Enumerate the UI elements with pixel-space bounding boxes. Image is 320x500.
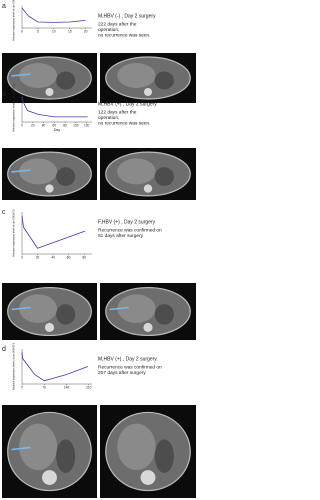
note-line: no recurrence was seen. bbox=[98, 120, 151, 126]
x-tick-label: 210 bbox=[86, 385, 92, 389]
figure: a Relative expression level of circ-00000… bbox=[2, 0, 196, 498]
note-line: operation, bbox=[98, 115, 119, 121]
x-tick-label: 140 bbox=[64, 385, 70, 389]
x-tick-label: 20 bbox=[31, 123, 35, 127]
ct-organ bbox=[19, 158, 58, 185]
x-tick-label: 20 bbox=[84, 29, 88, 33]
x-tick-label: 0 bbox=[21, 29, 23, 33]
ct-organ bbox=[19, 294, 58, 323]
panel-label: b bbox=[2, 91, 6, 98]
ct-organ bbox=[117, 294, 156, 323]
y-axis-label: Relative expression level of circ-000007… bbox=[12, 342, 16, 390]
data-line bbox=[21, 96, 88, 118]
ct-organ bbox=[154, 167, 174, 186]
ct-organ bbox=[56, 71, 76, 90]
patient-info: M,HBV (+) , Day 2 surgery. bbox=[98, 356, 158, 362]
patient-info: M,HBV (-) , Day 2 surgery bbox=[98, 13, 156, 19]
y-axis-label: Relative expression level of circ-000007… bbox=[12, 0, 16, 41]
note-line: operation, bbox=[98, 27, 119, 33]
ct-organ bbox=[117, 63, 156, 88]
x-tick-label: 5 bbox=[37, 29, 39, 33]
ct-spine bbox=[143, 184, 153, 193]
x-tick-label: 70 bbox=[42, 385, 46, 389]
y-axis-label: Relative expression level of circ-000007… bbox=[12, 209, 16, 257]
x-tick-label: 80 bbox=[63, 123, 67, 127]
ct-spine bbox=[42, 470, 57, 485]
x-tick-label: 0 bbox=[21, 255, 23, 259]
x-tick-label: 60 bbox=[67, 255, 71, 259]
note-line: 81 days after surgery bbox=[98, 233, 144, 239]
ct-organ bbox=[154, 304, 174, 325]
ct-spine bbox=[45, 184, 54, 193]
arrow bbox=[11, 446, 31, 451]
x-axis-label: Day bbox=[54, 128, 60, 132]
ct-organ bbox=[19, 423, 58, 471]
x-tick-label: 40 bbox=[42, 123, 46, 127]
x-tick-label: 20 bbox=[36, 255, 40, 259]
note-line: no recurrence was seen. bbox=[98, 32, 151, 38]
x-tick-label: 0 bbox=[21, 385, 23, 389]
ct-spine bbox=[144, 88, 152, 96]
x-tick-label: 80 bbox=[82, 255, 86, 259]
ct-spine bbox=[140, 470, 156, 485]
ct-spine bbox=[44, 322, 55, 333]
ct-organ bbox=[56, 304, 76, 325]
x-tick-label: 60 bbox=[53, 123, 57, 127]
arrow bbox=[11, 169, 31, 173]
patient-info: M,HBV (+) , Day 2 surgery bbox=[98, 101, 157, 107]
panel-label: c bbox=[2, 209, 6, 216]
ct-organ bbox=[19, 63, 58, 88]
patient-info: F,HBV (+) , Day 2 surgery bbox=[98, 219, 156, 225]
note-line: 207 days after surgery bbox=[98, 370, 146, 376]
x-tick-label: 120 bbox=[84, 123, 90, 127]
data-line bbox=[21, 352, 89, 382]
ct-organ bbox=[56, 439, 76, 473]
note-line: Recurrence was confirmed on bbox=[98, 364, 162, 370]
x-tick-label: 15 bbox=[68, 29, 72, 33]
ct-organ bbox=[117, 158, 156, 185]
ct-organ bbox=[56, 167, 76, 186]
arrow bbox=[11, 73, 31, 77]
data-line bbox=[21, 7, 86, 23]
x-tick-label: 40 bbox=[51, 255, 55, 259]
x-tick-label: 0 bbox=[21, 123, 23, 127]
x-tick-label: 10 bbox=[52, 29, 56, 33]
note-line: 122 days after the bbox=[98, 109, 137, 115]
ct-organ bbox=[154, 439, 174, 473]
y-axis-label: Relative expression level of circ-000007… bbox=[12, 84, 16, 132]
arrow bbox=[11, 306, 31, 311]
ct-organ bbox=[117, 423, 156, 471]
panel-label: d bbox=[2, 346, 6, 353]
ct-organ bbox=[154, 71, 174, 90]
x-tick-label: 100 bbox=[73, 123, 79, 127]
arrow bbox=[109, 306, 129, 311]
ct-spine bbox=[143, 322, 153, 333]
note-line: 222 days after the bbox=[98, 21, 137, 27]
note-line: Recurrence was confirmed on bbox=[98, 227, 162, 233]
ct-spine bbox=[45, 88, 54, 96]
panel-label: a bbox=[2, 3, 6, 10]
data-line bbox=[21, 215, 86, 249]
